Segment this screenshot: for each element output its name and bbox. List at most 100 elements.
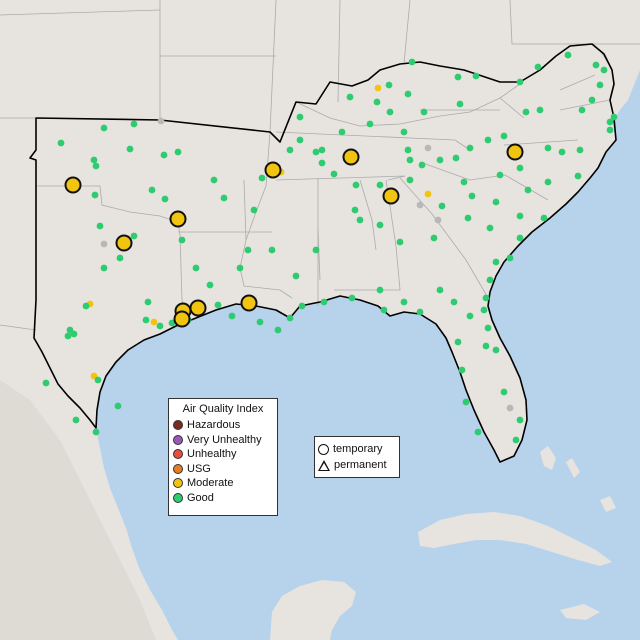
monitor-good[interactable] — [174, 148, 182, 156]
monitor-good[interactable] — [94, 376, 102, 384]
monitor-good[interactable] — [500, 132, 508, 140]
monitor-good[interactable] — [330, 170, 338, 178]
monitor-temporary-moderate[interactable] — [382, 187, 400, 205]
monitor-good[interactable] — [210, 176, 218, 184]
monitor-good[interactable] — [320, 298, 328, 306]
monitor-good[interactable] — [292, 272, 300, 280]
monitor-good[interactable] — [436, 286, 444, 294]
monitor-temporary-moderate[interactable] — [173, 310, 191, 328]
monitor-good[interactable] — [92, 428, 100, 436]
monitor-good[interactable] — [90, 156, 98, 164]
monitor-good[interactable] — [486, 276, 494, 284]
monitor-good[interactable] — [400, 298, 408, 306]
monitor-good[interactable] — [496, 171, 504, 179]
monitor-no-data[interactable] — [434, 216, 442, 224]
monitor-good[interactable] — [116, 254, 124, 262]
monitor-good[interactable] — [420, 108, 428, 116]
monitor-good[interactable] — [256, 318, 264, 326]
monitor-good[interactable] — [464, 214, 472, 222]
monitor-no-data[interactable] — [416, 201, 424, 209]
monitor-good[interactable] — [592, 61, 600, 69]
monitor-good[interactable] — [356, 216, 364, 224]
monitor-good[interactable] — [96, 222, 104, 230]
monitor-good[interactable] — [418, 161, 426, 169]
monitor-good[interactable] — [436, 156, 444, 164]
monitor-good[interactable] — [480, 306, 488, 314]
monitor-good[interactable] — [348, 294, 356, 302]
monitor-good[interactable] — [468, 192, 476, 200]
monitor-good[interactable] — [396, 238, 404, 246]
monitor-good[interactable] — [482, 342, 490, 350]
monitor-good[interactable] — [142, 316, 150, 324]
monitor-good[interactable] — [268, 246, 276, 254]
monitor-good[interactable] — [606, 126, 614, 134]
monitor-good[interactable] — [373, 98, 381, 106]
monitor-good[interactable] — [558, 148, 566, 156]
monitor-good[interactable] — [522, 108, 530, 116]
monitor-good[interactable] — [452, 154, 460, 162]
monitor-good[interactable] — [192, 264, 200, 272]
monitor-good[interactable] — [92, 162, 100, 170]
monitor-good[interactable] — [506, 254, 514, 262]
monitor-good[interactable] — [540, 214, 548, 222]
monitor-good[interactable] — [386, 108, 394, 116]
monitor-good[interactable] — [70, 330, 78, 338]
monitor-good[interactable] — [462, 398, 470, 406]
monitor-good[interactable] — [404, 90, 412, 98]
monitor-good[interactable] — [596, 81, 604, 89]
monitor-good[interactable] — [376, 286, 384, 294]
monitor-good[interactable] — [536, 106, 544, 114]
monitor-good[interactable] — [148, 186, 156, 194]
monitor-good[interactable] — [472, 72, 480, 80]
monitor-good[interactable] — [400, 128, 408, 136]
monitor-good[interactable] — [466, 144, 474, 152]
monitor-good[interactable] — [91, 191, 99, 199]
monitor-good[interactable] — [168, 319, 176, 327]
monitor-markers[interactable] — [42, 51, 618, 444]
monitor-good[interactable] — [544, 144, 552, 152]
monitor-good[interactable] — [500, 388, 508, 396]
monitor-good[interactable] — [416, 308, 424, 316]
monitor-temporary-moderate[interactable] — [64, 176, 82, 194]
monitor-temporary-moderate[interactable] — [169, 210, 187, 228]
monitor-good[interactable] — [516, 78, 524, 86]
monitor-temporary-moderate[interactable] — [506, 143, 524, 161]
monitor-temporary-moderate[interactable] — [115, 234, 133, 252]
monitor-good[interactable] — [274, 326, 282, 334]
monitor-good[interactable] — [450, 298, 458, 306]
monitor-good[interactable] — [466, 312, 474, 320]
monitor-good[interactable] — [244, 246, 252, 254]
monitor-good[interactable] — [534, 63, 542, 71]
monitor-good[interactable] — [516, 164, 524, 172]
monitor-good[interactable] — [100, 124, 108, 132]
monitor-good[interactable] — [516, 212, 524, 220]
monitor-good[interactable] — [178, 236, 186, 244]
monitor-good[interactable] — [338, 128, 346, 136]
monitor-no-data[interactable] — [424, 144, 432, 152]
monitor-good[interactable] — [366, 120, 374, 128]
monitor-good[interactable] — [42, 379, 50, 387]
monitor-good[interactable] — [484, 136, 492, 144]
monitor-good[interactable] — [544, 178, 552, 186]
monitor-good[interactable] — [512, 436, 520, 444]
monitor-good[interactable] — [486, 224, 494, 232]
monitor-good[interactable] — [474, 428, 482, 436]
monitor-good[interactable] — [57, 139, 65, 147]
monitor-temporary-moderate[interactable] — [342, 148, 360, 166]
monitor-good[interactable] — [228, 312, 236, 320]
monitor-good[interactable] — [482, 294, 490, 302]
monitor-good[interactable] — [161, 195, 169, 203]
monitor-good[interactable] — [130, 120, 138, 128]
monitor-good[interactable] — [214, 301, 222, 309]
monitor-good[interactable] — [346, 93, 354, 101]
monitor-good[interactable] — [454, 73, 462, 81]
monitor-good[interactable] — [408, 58, 416, 66]
monitor-moderate[interactable] — [424, 190, 432, 198]
monitor-good[interactable] — [82, 302, 90, 310]
monitor-good[interactable] — [458, 366, 466, 374]
monitor-good[interactable] — [385, 81, 393, 89]
monitor-good[interactable] — [404, 146, 412, 154]
monitor-good[interactable] — [588, 96, 596, 104]
monitor-good[interactable] — [298, 302, 306, 310]
